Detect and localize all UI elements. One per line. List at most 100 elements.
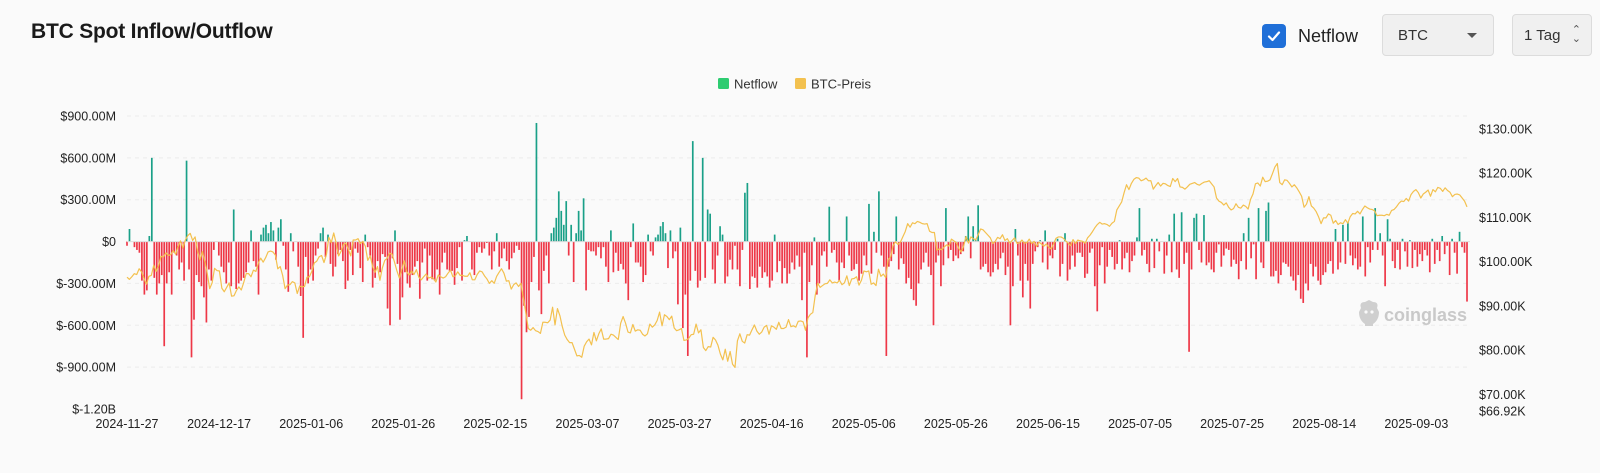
netflow-bar bbox=[932, 241, 935, 326]
caret-down-icon bbox=[1467, 33, 1477, 38]
netflow-bar bbox=[146, 241, 148, 291]
netflow-bar bbox=[1319, 241, 1322, 285]
netflow-bar bbox=[1210, 241, 1213, 270]
netflow-bar bbox=[1019, 241, 1022, 281]
updown-arrows-icon: ⌃ ⌄ bbox=[1571, 24, 1581, 45]
netflow-bar bbox=[1347, 222, 1349, 242]
netflow-bar bbox=[334, 241, 337, 267]
netflow-bar bbox=[749, 241, 751, 290]
netflow-bar bbox=[347, 241, 349, 281]
netflow-bar bbox=[148, 235, 151, 242]
netflow-bar bbox=[222, 241, 225, 273]
netflow-bar bbox=[1423, 241, 1426, 250]
netflow-bar bbox=[793, 241, 796, 270]
netflow-bar bbox=[126, 241, 128, 246]
netflow-bar bbox=[262, 227, 265, 242]
netflow-bar bbox=[701, 157, 704, 242]
netflow-bar bbox=[190, 241, 193, 358]
netflow-bar bbox=[920, 241, 922, 270]
netflow-bar bbox=[719, 226, 721, 242]
netflow-bar bbox=[1406, 241, 1409, 267]
y-right-tick-label: $70.00K bbox=[1479, 388, 1526, 402]
netflow-bar bbox=[235, 241, 238, 290]
netflow-bar bbox=[240, 241, 242, 281]
netflow-checkbox[interactable] bbox=[1262, 24, 1286, 48]
netflow-bar bbox=[925, 241, 927, 253]
netflow-bar bbox=[1307, 241, 1310, 291]
netflow-bar bbox=[461, 241, 463, 281]
netflow-bar bbox=[451, 241, 453, 271]
netflow-bar bbox=[582, 198, 585, 242]
netflow-bar bbox=[1158, 241, 1161, 252]
y-right-tick-label: $130.00K bbox=[1479, 123, 1533, 137]
netflow-bar bbox=[1108, 241, 1111, 250]
netflow-bar bbox=[438, 241, 441, 295]
netflow-bar bbox=[1399, 241, 1401, 270]
netflow-bar bbox=[820, 241, 823, 256]
netflow-bar bbox=[1004, 241, 1007, 276]
x-tick-label: 2025-01-06 bbox=[279, 417, 343, 431]
netflow-bar bbox=[1426, 241, 1429, 256]
netflow-bar bbox=[736, 241, 739, 270]
netflow-bar bbox=[1029, 241, 1032, 309]
netflow-bar bbox=[781, 241, 783, 284]
netflow-bar bbox=[386, 241, 389, 309]
netflow-bar bbox=[1304, 241, 1307, 284]
netflow-bar bbox=[312, 241, 314, 281]
interval-select[interactable]: 1 Tag ⌃ ⌄ bbox=[1512, 14, 1592, 56]
netflow-bar bbox=[1220, 241, 1223, 267]
y-right-tick-label: $80.00K bbox=[1479, 344, 1526, 358]
netflow-bar bbox=[907, 241, 910, 278]
netflow-bar bbox=[446, 241, 448, 270]
netflow-bar bbox=[1364, 241, 1367, 277]
netflow-bar bbox=[912, 241, 915, 301]
netflow-bar bbox=[602, 241, 605, 248]
netflow-bar bbox=[1081, 241, 1084, 257]
netflow-bar bbox=[619, 241, 622, 264]
netflow-bar bbox=[304, 241, 307, 257]
netflow-bar bbox=[364, 234, 367, 242]
netflow-bar bbox=[416, 241, 419, 262]
netflow-bar bbox=[895, 216, 898, 242]
netflow-bar bbox=[436, 241, 439, 270]
netflow-bar bbox=[257, 241, 260, 295]
netflow-bar bbox=[833, 241, 836, 250]
netflow-bar bbox=[562, 224, 565, 242]
netflow-bar bbox=[1084, 241, 1086, 278]
netflow-bar bbox=[892, 241, 895, 255]
netflow-toggle[interactable]: Netflow bbox=[1262, 23, 1358, 49]
netflow-bar bbox=[503, 241, 506, 249]
netflow-bar bbox=[709, 213, 711, 242]
netflow-bar bbox=[493, 241, 496, 252]
netflow-bar bbox=[1312, 241, 1314, 277]
netflow-bar bbox=[786, 241, 788, 284]
netflow-bar bbox=[853, 241, 855, 270]
legend-label-netflow: Netflow bbox=[734, 77, 778, 92]
netflow-bar bbox=[337, 241, 339, 255]
netflow-bar bbox=[808, 241, 811, 283]
netflow-bar bbox=[848, 241, 850, 256]
netflow-bar bbox=[731, 241, 734, 270]
netflow-bar bbox=[515, 241, 518, 246]
netflow-bar bbox=[1163, 241, 1166, 274]
netflow-bar bbox=[530, 241, 533, 283]
netflow-bar bbox=[1170, 241, 1173, 273]
netflow-bar bbox=[518, 241, 520, 250]
netflow-bar bbox=[282, 241, 285, 246]
netflow-bar bbox=[788, 241, 791, 274]
netflow-bar bbox=[391, 241, 394, 259]
netflow-bar bbox=[1131, 241, 1133, 262]
netflow-bar bbox=[423, 241, 426, 249]
netflow-bar bbox=[141, 241, 143, 281]
y-left-tick-label: $300.00M bbox=[60, 193, 116, 207]
netflow-bar bbox=[1414, 241, 1416, 250]
netflow-bar bbox=[1356, 241, 1359, 270]
netflow-bar bbox=[1017, 241, 1019, 256]
netflow-bar bbox=[198, 241, 200, 283]
x-tick-label: 2025-02-15 bbox=[463, 417, 527, 431]
netflow-bar bbox=[957, 241, 960, 259]
netflow-bar bbox=[374, 241, 376, 278]
netflow-bar bbox=[1180, 212, 1183, 242]
netflow-bar bbox=[605, 241, 607, 267]
coin-select[interactable]: BTC bbox=[1382, 14, 1494, 56]
